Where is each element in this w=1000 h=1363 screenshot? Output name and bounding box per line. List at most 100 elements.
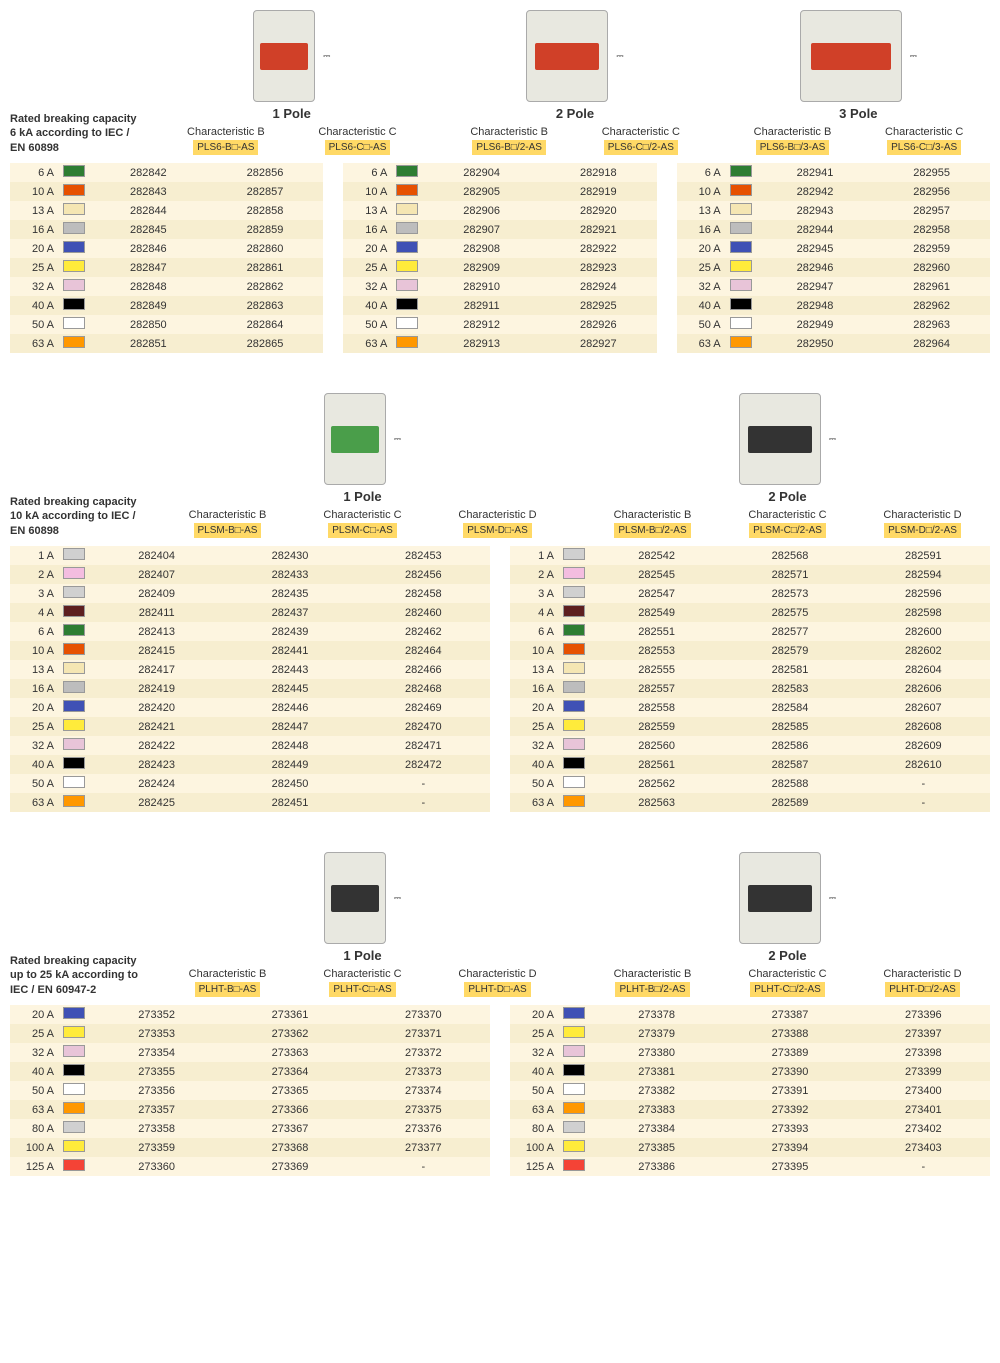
part-number: 282470: [357, 717, 490, 736]
color-swatch: [63, 795, 85, 807]
part-number: 282906: [423, 201, 540, 220]
part-number: 282604: [857, 660, 990, 679]
color-swatch: [396, 165, 418, 177]
amperage-label: 50 A: [510, 1081, 558, 1100]
amperage-label: 125 A: [10, 1157, 58, 1176]
table-row: 50 A282424282450-: [10, 774, 490, 793]
part-number: 282921: [540, 220, 657, 239]
part-number: 282857: [207, 182, 324, 201]
part-number: 282594: [857, 565, 990, 584]
part-number: 282559: [590, 717, 723, 736]
amperage-label: 2 A: [10, 565, 58, 584]
part-number: 282609: [857, 736, 990, 755]
color-swatch: [396, 184, 418, 196]
part-number: 282961: [873, 277, 990, 296]
amperage-label: 13 A: [510, 660, 558, 679]
table-row: 6 A282941282955: [677, 163, 990, 182]
part-number: 282607: [857, 698, 990, 717]
circuit-diagram-icon: ⎓: [910, 51, 917, 62]
color-swatch: [563, 548, 585, 560]
pole-title: 2 Pole: [585, 489, 990, 504]
part-number: 282923: [540, 258, 657, 277]
part-number: 273371: [357, 1024, 490, 1043]
part-number: 282425: [90, 793, 223, 812]
amperage-label: 50 A: [10, 315, 58, 334]
part-number: 273401: [857, 1100, 990, 1119]
pole-group: ⎓2 PoleCharacteristic BPLS6-B□/2-ASChara…: [443, 10, 706, 155]
part-number: 282415: [90, 641, 223, 660]
characteristic-header: Characteristic CPLHT-C□-AS: [295, 968, 430, 997]
characteristic-header: Characteristic BPLS6-B□-AS: [160, 126, 292, 155]
part-number-table: 6 A28294128295510 A28294228295613 A28294…: [677, 163, 990, 353]
rated-capacity-label: Rated breaking capacity 6 kA according t…: [10, 112, 140, 155]
part-number: 282460: [357, 603, 490, 622]
part-number: 282407: [90, 565, 223, 584]
amperage-label: 50 A: [343, 315, 391, 334]
breaker-image: [739, 393, 821, 485]
part-number: 282912: [423, 315, 540, 334]
amperage-label: 20 A: [343, 239, 391, 258]
part-number: 282568: [723, 546, 856, 565]
part-number: -: [857, 774, 990, 793]
color-swatch: [63, 548, 85, 560]
part-number: 282959: [873, 239, 990, 258]
model-code: PLHT-B□-AS: [195, 982, 261, 997]
part-number: 282850: [90, 315, 207, 334]
color-swatch: [396, 298, 418, 310]
table-row: 20 A273352273361273370: [10, 1005, 490, 1024]
table-row: 40 A273381273390273399: [510, 1062, 990, 1081]
part-number: 273368: [223, 1138, 356, 1157]
part-number: 273354: [90, 1043, 223, 1062]
breaker-image: [253, 10, 315, 102]
color-swatch: [63, 241, 85, 253]
amperage-label: 32 A: [10, 277, 58, 296]
color-swatch: [396, 317, 418, 329]
table-row: 25 A273379273388273397: [510, 1024, 990, 1043]
part-number: -: [357, 774, 490, 793]
part-number: 282600: [857, 622, 990, 641]
color-swatch: [563, 681, 585, 693]
amperage-label: 63 A: [10, 1100, 58, 1119]
pole-group: ⎓1 PoleCharacteristic BPLS6-B□-ASCharact…: [160, 10, 423, 155]
amperage-label: 80 A: [10, 1119, 58, 1138]
table-row: 40 A282561282587282610: [510, 755, 990, 774]
part-number: 282421: [90, 717, 223, 736]
color-swatch: [730, 298, 752, 310]
amperage-label: 125 A: [510, 1157, 558, 1176]
amperage-label: 50 A: [677, 315, 725, 334]
amperage-label: 2 A: [510, 565, 558, 584]
color-swatch: [563, 586, 585, 598]
table-row: 50 A282850282864: [10, 315, 323, 334]
amperage-label: 25 A: [510, 1024, 558, 1043]
amperage-label: 40 A: [510, 755, 558, 774]
part-number: 282962: [873, 296, 990, 315]
model-code: PLHT-B□/2-AS: [615, 982, 689, 997]
table-row: 80 A273358273367273376: [10, 1119, 490, 1138]
characteristic-header: Characteristic CPLS6-C□-AS: [292, 126, 424, 155]
amperage-label: 80 A: [510, 1119, 558, 1138]
part-number: 282960: [873, 258, 990, 277]
amperage-label: 16 A: [343, 220, 391, 239]
amperage-label: 20 A: [10, 698, 58, 717]
table-row: 25 A282847282861: [10, 258, 323, 277]
color-swatch: [63, 336, 85, 348]
color-swatch: [730, 203, 752, 215]
characteristic-header: Characteristic CPLHT-C□/2-AS: [720, 968, 855, 997]
breaker-section: Rated breaking capacity 6 kA according t…: [10, 10, 990, 353]
table-row: 100 A273359273368273377: [10, 1138, 490, 1157]
table-row: 32 A273354273363273372: [10, 1043, 490, 1062]
amperage-label: 10 A: [510, 641, 558, 660]
amperage-label: 13 A: [343, 201, 391, 220]
part-number: 282909: [423, 258, 540, 277]
characteristic-header: Characteristic CPLSM-C□-AS: [295, 509, 430, 538]
part-number: 282419: [90, 679, 223, 698]
color-swatch: [563, 1007, 585, 1019]
color-swatch: [396, 222, 418, 234]
part-number: 273352: [90, 1005, 223, 1024]
part-number: 282922: [540, 239, 657, 258]
part-number: 282542: [590, 546, 723, 565]
table-row: 50 A282949282963: [677, 315, 990, 334]
table-row: 20 A282558282584282607: [510, 698, 990, 717]
part-number: 273376: [357, 1119, 490, 1138]
part-number: 273383: [590, 1100, 723, 1119]
